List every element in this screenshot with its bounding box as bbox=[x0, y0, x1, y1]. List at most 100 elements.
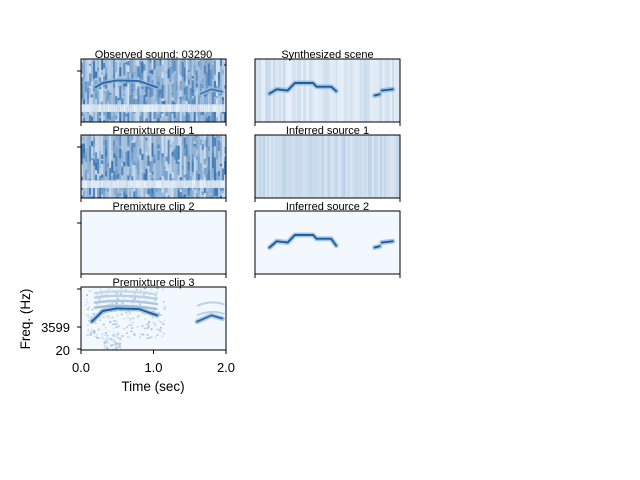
heatmap-cell bbox=[135, 88, 138, 97]
heatmap-column bbox=[345, 59, 348, 122]
heatmap-cell bbox=[203, 171, 207, 178]
heatmap-cell bbox=[84, 304, 87, 306]
heatmap-cell bbox=[171, 180, 174, 188]
heatmap-cell bbox=[123, 188, 126, 198]
heatmap-cell bbox=[141, 105, 144, 122]
heatmap-cell bbox=[101, 59, 104, 71]
heatmap-cell bbox=[101, 333, 104, 336]
heatmap-cell bbox=[108, 338, 111, 340]
heatmap-cell bbox=[96, 336, 99, 339]
heatmap-cell bbox=[156, 303, 159, 306]
heatmap-cell bbox=[93, 61, 96, 76]
heatmap-cell bbox=[191, 76, 195, 79]
x-axis-label: Time (sec) bbox=[121, 379, 184, 394]
heatmap-cell bbox=[97, 107, 100, 122]
heatmap-cell bbox=[125, 185, 128, 198]
heatmap-cell bbox=[116, 342, 118, 344]
track-line bbox=[373, 245, 381, 249]
heatmap-cell bbox=[151, 186, 154, 190]
heatmap-column bbox=[315, 59, 318, 122]
heatmap-cell bbox=[167, 154, 170, 164]
spectrogram-panel-4: Inferred source 1 bbox=[254, 125, 401, 202]
heatmap-cell bbox=[151, 188, 154, 198]
heatmap-column bbox=[87, 135, 90, 198]
spectrogram-panel-2: Synthesized scene bbox=[254, 49, 401, 126]
heatmap-cell bbox=[103, 344, 106, 347]
heatmap-cell bbox=[149, 59, 152, 64]
heatmap-column bbox=[85, 135, 88, 198]
heatmap-cell bbox=[209, 79, 213, 87]
heatmap-cell bbox=[131, 104, 134, 112]
heatmap-cell bbox=[106, 339, 108, 342]
heatmap-cell bbox=[99, 115, 102, 119]
heatmap-cell bbox=[223, 112, 226, 122]
heatmap-cell bbox=[94, 335, 97, 338]
heatmap-column bbox=[325, 135, 328, 198]
heatmap-cell bbox=[120, 336, 123, 338]
heatmap-cell bbox=[86, 294, 89, 297]
heatmap-cell bbox=[159, 314, 162, 316]
heatmap-column bbox=[179, 135, 182, 198]
heatmap-cell bbox=[138, 336, 141, 339]
heatmap-cell bbox=[148, 320, 151, 323]
heatmap-cell bbox=[189, 59, 193, 72]
heatmap-cell bbox=[217, 73, 221, 80]
heatmap-cell bbox=[163, 85, 166, 98]
heatmap-cell bbox=[223, 147, 226, 154]
heatmap-column bbox=[167, 59, 170, 122]
heatmap-cell bbox=[117, 173, 120, 181]
heatmap-cell bbox=[203, 180, 207, 188]
heatmap-cell bbox=[221, 97, 225, 108]
heatmap-cell bbox=[129, 312, 132, 315]
heatmap-cell bbox=[223, 63, 226, 66]
heatmap-cell bbox=[195, 83, 199, 87]
heatmap-cell bbox=[133, 292, 136, 295]
heatmap-cell bbox=[81, 195, 84, 198]
heatmap-column bbox=[157, 135, 160, 198]
heatmap-cell bbox=[207, 63, 211, 76]
heatmap-cell bbox=[95, 174, 98, 186]
heatmap-cell bbox=[213, 60, 217, 75]
heatmap-cell bbox=[123, 107, 126, 122]
heatmap-cell bbox=[161, 83, 164, 86]
heatmap-cell bbox=[135, 180, 138, 188]
heatmap-cell bbox=[135, 156, 138, 163]
heatmap-cell bbox=[197, 157, 201, 162]
heatmap-column bbox=[361, 59, 365, 122]
heatmap-cell bbox=[98, 298, 101, 301]
heatmap-cell bbox=[189, 73, 193, 85]
heatmap-cell bbox=[97, 90, 100, 104]
heatmap-cell bbox=[110, 338, 113, 340]
heatmap-cell bbox=[195, 61, 199, 73]
heatmap-cell bbox=[101, 336, 104, 339]
heatmap-column bbox=[305, 135, 308, 198]
heatmap-cell bbox=[90, 328, 93, 331]
heatmap-cell bbox=[128, 319, 131, 322]
heatmap-cell bbox=[144, 299, 147, 302]
y-axis-ticks: 3599 20 bbox=[41, 320, 70, 358]
heatmap-cell bbox=[87, 81, 90, 88]
heatmap-cell bbox=[177, 180, 180, 188]
heatmap-cell bbox=[132, 332, 135, 335]
heatmap-cell bbox=[167, 79, 170, 85]
heatmap-cell bbox=[181, 114, 185, 117]
heatmap-cell bbox=[131, 180, 134, 188]
heatmap-cell bbox=[134, 297, 137, 300]
heatmap-cell bbox=[154, 336, 157, 338]
heatmap-cell bbox=[145, 184, 148, 195]
heatmap-cell bbox=[153, 182, 156, 198]
heatmap-cell bbox=[106, 289, 109, 291]
heatmap-cell bbox=[125, 311, 128, 314]
heatmap-cell bbox=[163, 185, 166, 198]
heatmap-column bbox=[265, 59, 268, 122]
heatmap-cell bbox=[211, 159, 215, 169]
heatmap-cell bbox=[116, 314, 119, 317]
heatmap-column bbox=[277, 135, 280, 198]
heatmap-cell bbox=[103, 62, 106, 69]
heatmap-cell bbox=[144, 318, 147, 320]
heatmap-cell bbox=[87, 173, 90, 180]
heatmap-cell bbox=[183, 137, 187, 152]
heatmap-cell bbox=[91, 60, 94, 75]
heatmap-cell bbox=[116, 322, 119, 325]
